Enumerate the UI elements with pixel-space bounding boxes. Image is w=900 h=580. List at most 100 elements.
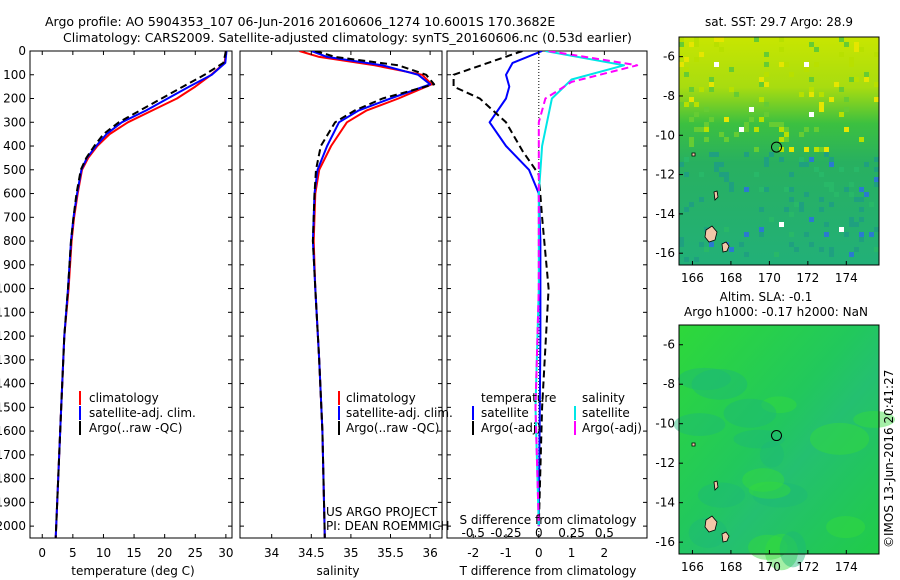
sst-pixel (699, 197, 704, 202)
x-tick-label: 10 (96, 546, 111, 560)
x-tick-label: 36 (422, 546, 437, 560)
sst-pixel (839, 167, 844, 172)
sst-pixel (694, 102, 699, 107)
sst-pixel (769, 122, 774, 127)
sst-pixel (874, 52, 879, 57)
sst-pixel (789, 232, 794, 237)
depth-tick-label: 500 (3, 163, 26, 177)
sst-pixel (829, 247, 834, 252)
legend-label-satellite: satellite-adj. clim. (346, 406, 453, 420)
sst-pixel (744, 152, 749, 157)
depth-tick-label: 400 (3, 139, 26, 153)
x-tick-label: 1 (568, 546, 576, 560)
x-tick-label: 0 (535, 546, 543, 560)
sst-pixel (854, 47, 859, 52)
sst-pixel (694, 42, 699, 47)
figure-title-line1: Argo profile: AO 5904353_107 06-Jun-2016… (45, 14, 555, 29)
sst-pixel (784, 137, 789, 142)
sst-pixel (784, 127, 789, 132)
sst-pixel (759, 232, 764, 237)
sst-pixel (724, 177, 729, 182)
sst-pixel (829, 97, 834, 102)
map-y-tick-label: -14 (655, 207, 675, 221)
sst-pixel (769, 217, 774, 222)
sst-map-title: sat. SST: 29.7 Argo: 28.9 (705, 15, 853, 29)
sst-pixel (719, 162, 724, 167)
series-line (534, 51, 625, 527)
sst-pixel (684, 57, 689, 62)
sst-pixel (864, 72, 869, 77)
sst-pixel (689, 142, 694, 147)
series-line (299, 51, 433, 538)
sst-pixel (829, 202, 834, 207)
sst-pixel (839, 112, 844, 117)
sst-pixel (829, 157, 834, 162)
map-y-tick-label: -8 (663, 89, 675, 103)
sst-pixel (759, 82, 764, 87)
sla-blob (697, 482, 746, 508)
sst-pixel (829, 187, 834, 192)
sst-pixel (859, 137, 864, 142)
sst-pixel (774, 252, 779, 257)
sst-pixel (754, 172, 759, 177)
difference-legend: temperature salinity satellite Argo(-adj… (472, 391, 642, 435)
sla-blob (779, 531, 807, 568)
series-line (311, 51, 436, 538)
sst-pixel (779, 37, 784, 42)
salinity-axis-label: salinity (316, 564, 359, 578)
sst-pixel (744, 122, 749, 127)
sst-pixel (749, 117, 754, 122)
sla-map-title-line1: Altim. SLA: -0.1 (720, 290, 813, 304)
sst-pixel (824, 222, 829, 227)
series-line (534, 51, 639, 527)
sst-pixel (799, 92, 804, 97)
x-tick-label: 25 (188, 546, 203, 560)
sla-blob (826, 515, 866, 539)
sst-pixel (819, 147, 824, 152)
sst-pixel (689, 42, 694, 47)
s-tick-label: -0.5 (462, 526, 485, 540)
sst-pixel (714, 42, 719, 47)
legend-label-climatology: climatology (346, 391, 416, 405)
sst-pixel (714, 37, 719, 42)
sst-pixel (719, 132, 724, 137)
depth-tick-label: 100 (3, 68, 26, 82)
sst-pixel (689, 117, 694, 122)
sst-pixel (809, 42, 814, 47)
x-tick-label: 34 (264, 546, 279, 560)
sla-map-island (691, 442, 696, 447)
sst-pixel (709, 117, 714, 122)
sst-pixel (754, 147, 759, 152)
sla-map-island (713, 480, 719, 491)
sst-map-texture (679, 37, 879, 262)
sst-pixel (794, 247, 799, 252)
depth-tick-label: 900 (3, 258, 26, 272)
sst-pixel (734, 132, 739, 137)
s-tick-label: 0 (535, 526, 543, 540)
sst-pixel (844, 97, 849, 102)
sst-pixel (814, 147, 819, 152)
map-y-tick-label: -16 (655, 535, 675, 549)
imos-credit: ©IMOS 13-Jun-2016 20:41:27 (882, 370, 896, 548)
legend-header-salinity: salinity (582, 391, 625, 405)
sla-map-frame (678, 324, 880, 555)
map-y-tick-label: -6 (663, 338, 675, 352)
sst-pixel (779, 222, 784, 227)
depth-tick-label: 300 (3, 115, 26, 129)
legend-label-t-satellite: satellite (481, 406, 529, 420)
sla-map-island (704, 515, 718, 533)
depth-tick-label: 700 (3, 210, 26, 224)
sst-pixel (864, 77, 869, 82)
sst-pixel (819, 92, 824, 97)
sst-pixel (814, 62, 819, 67)
map-x-tick-label: 174 (835, 560, 858, 574)
sst-pixel (729, 67, 734, 72)
sst-pixel (714, 62, 719, 67)
sst-pixel (849, 192, 854, 197)
sst-pixel (754, 127, 759, 132)
sla-map-texture (673, 367, 896, 571)
sst-pixel (859, 197, 864, 202)
sst-pixel (869, 202, 874, 207)
temperature-legend: climatology satellite-adj. clim. Argo(..… (79, 391, 196, 435)
sst-pixel (804, 62, 809, 67)
